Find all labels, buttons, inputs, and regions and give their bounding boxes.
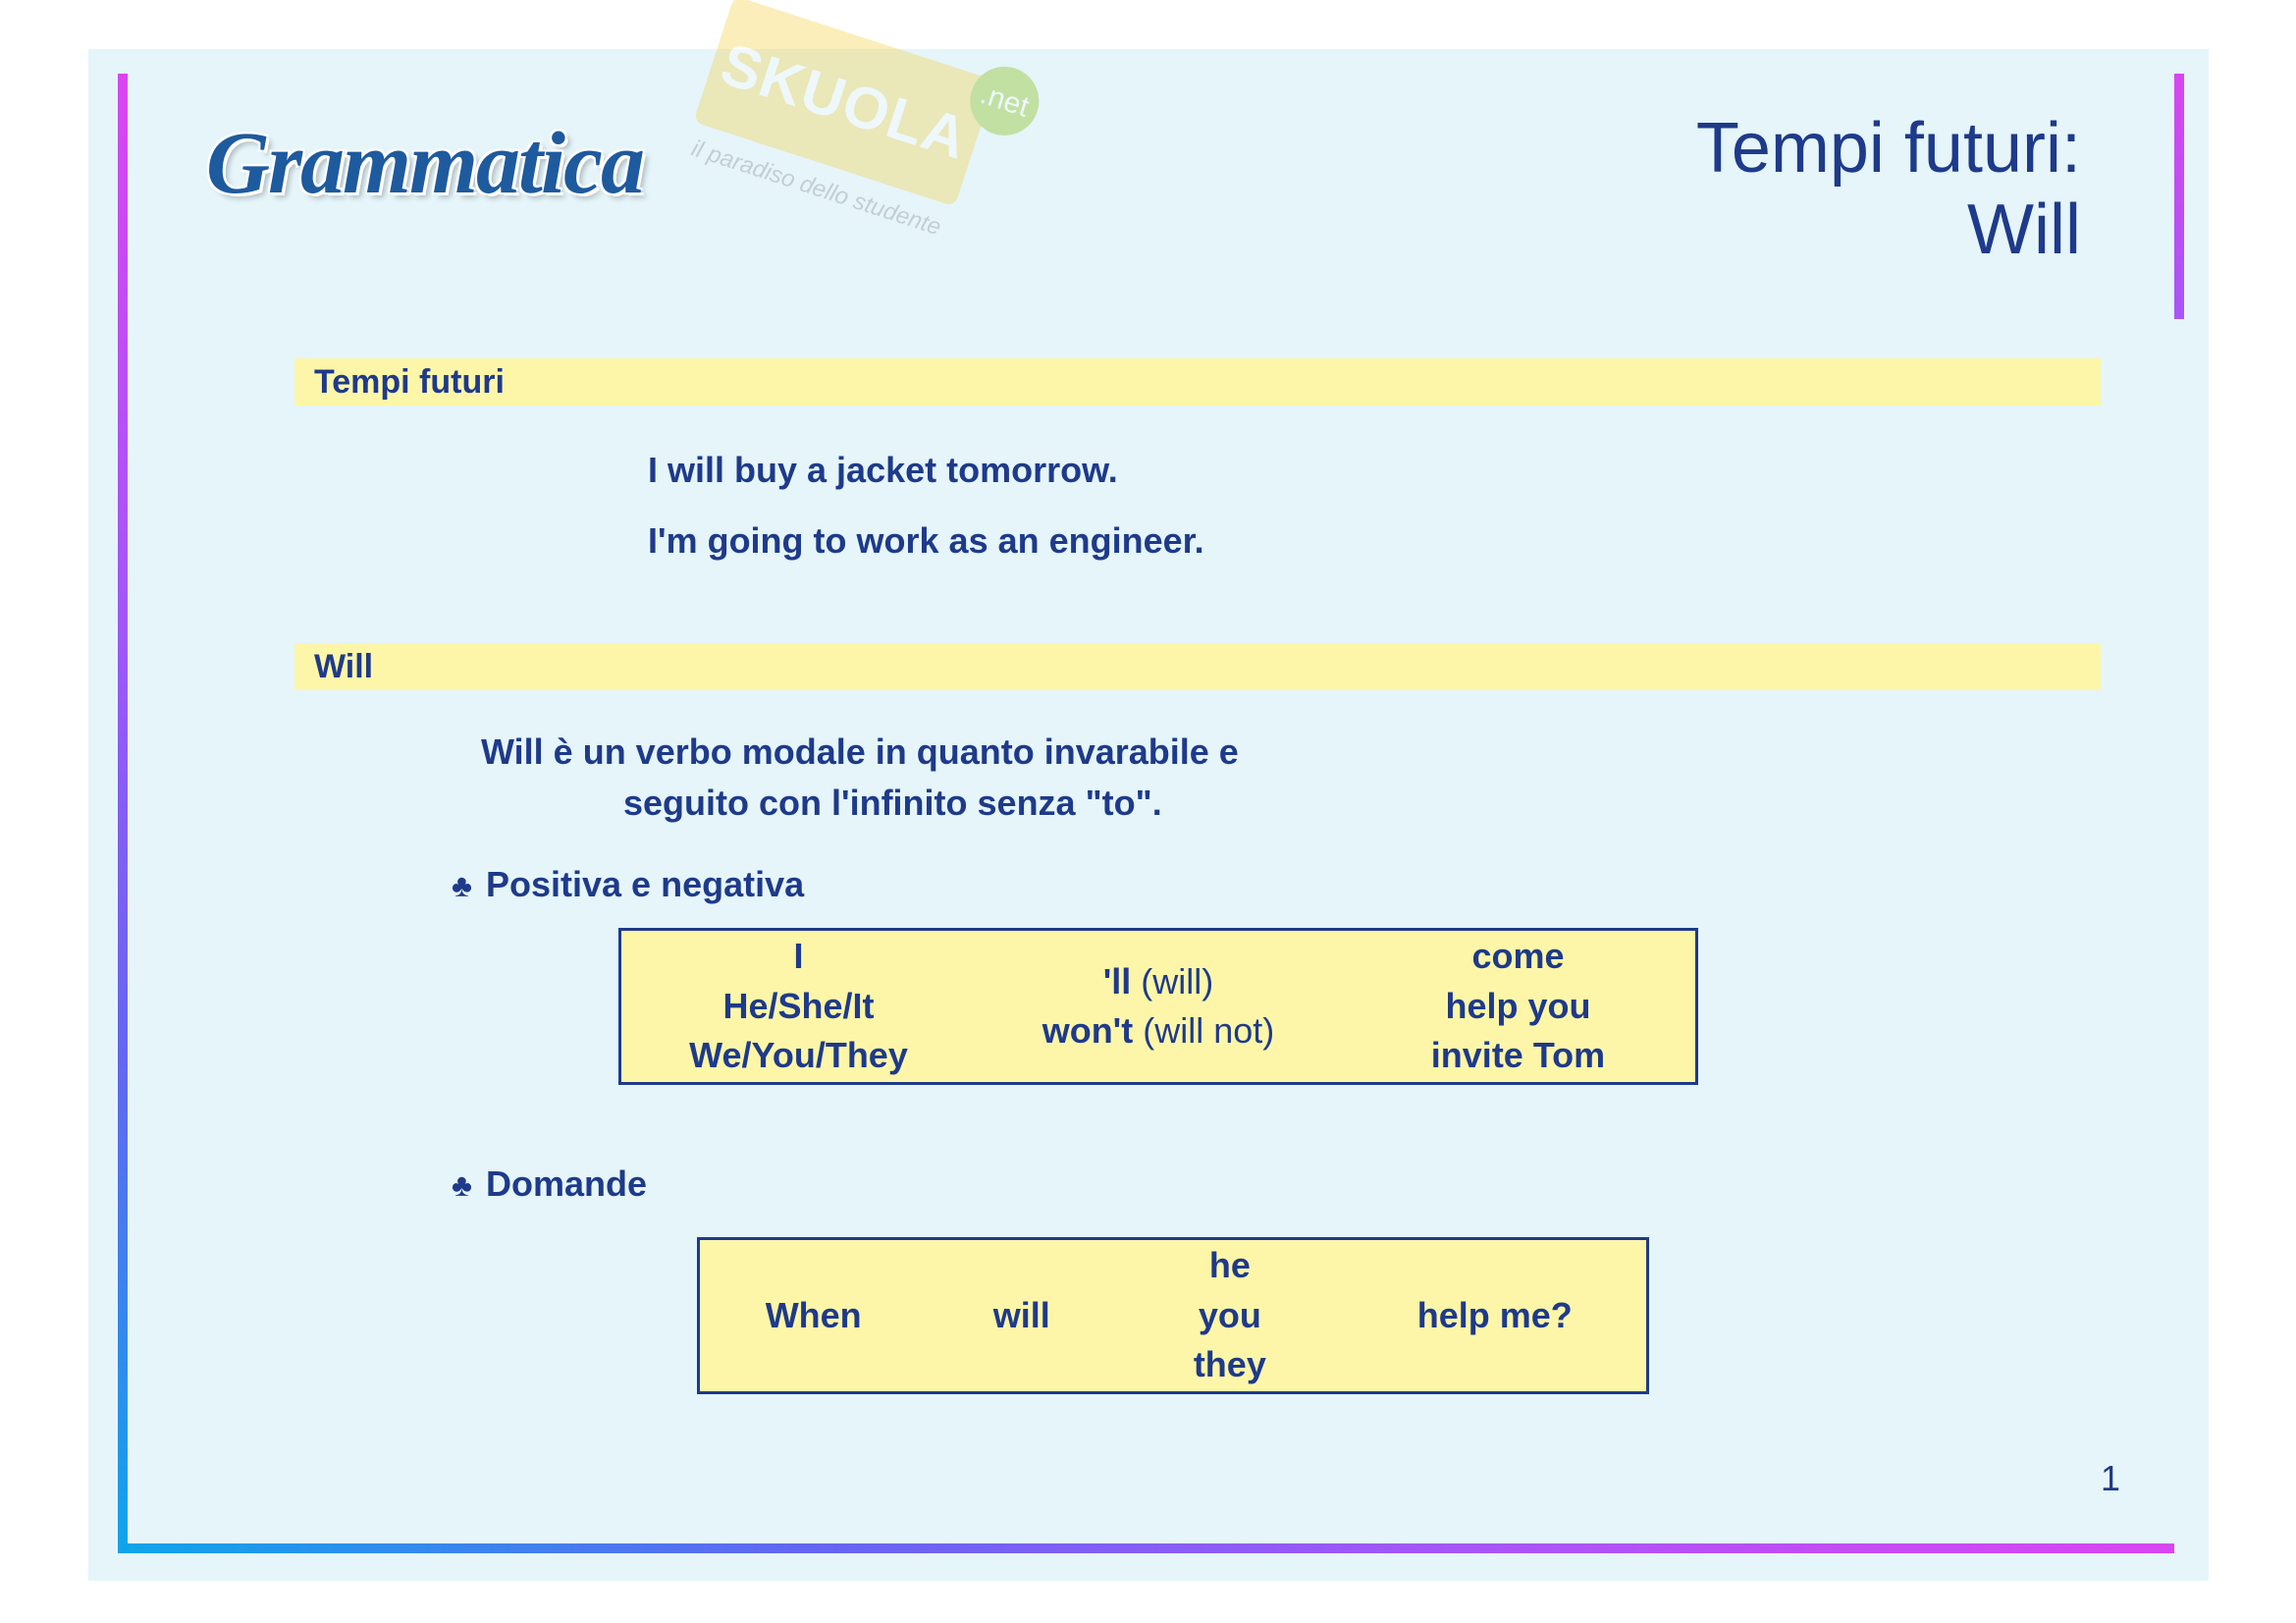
t1c1r1: I [621,932,976,981]
section-heading-1: Tempi futuri [294,358,2101,406]
title-line1: Tempi futuri: [1696,108,2081,189]
desc-line1: Will è un verbo modale in quanto invarab… [481,727,1855,778]
desc-line2: seguito con l'infinito senza "to". [481,778,1855,829]
example-1: I will buy a jacket tomorrow. [648,435,1204,506]
table1-col-aux: 'll (will) won't (will not) [976,957,1341,1056]
watermark-tagline: il paradiso dello studente [681,133,951,243]
bullet-icon: ♣ [452,1167,472,1203]
bullet-icon: ♣ [452,868,472,903]
t1c3r3: invite Tom [1341,1031,1695,1080]
t2c3r3: they [1116,1340,1343,1389]
sh1-text: Positiva e negativa [486,864,804,904]
subheading-questions: ♣ Domande [452,1163,647,1205]
watermark-brand: SKUOLA [693,0,995,207]
decorative-border-bottom [118,1543,2174,1553]
table2-subjects: he you they [1116,1241,1343,1389]
slide-content: SKUOLA .net il paradiso dello studente G… [157,74,2160,1537]
table2-will: will [927,1291,1116,1340]
desc-line2-to: to [1102,783,1136,823]
table2-verb: help me? [1344,1291,1646,1340]
t1c1r2: He/She/It [621,982,976,1031]
page-title: Tempi futuri: Will [1696,108,2081,271]
desc-will: Will [481,731,544,772]
t1c1r3: We/You/They [621,1031,976,1080]
table1-col-verbs: come help you invite Tom [1341,932,1695,1080]
logo: Grammatica [206,113,643,214]
sh2-text: Domande [486,1163,647,1204]
t2c3r2: you [1116,1291,1343,1340]
will-description: Will è un verbo modale in quanto invarab… [481,727,1855,829]
example-sentences: I will buy a jacket tomorrow. I'm going … [648,435,1204,576]
section-1: Tempi futuri [157,358,2160,406]
t1c2r2: 'll (will) [976,957,1341,1006]
example-2: I'm going to work as an engineer. [648,506,1204,576]
desc-line2-end: ". [1136,783,1162,823]
table1-col-subjects: I He/She/It We/You/They [621,932,976,1080]
t1c2r3: won't (will not) [976,1006,1341,1055]
example-2-bold: I'm going to work [648,520,939,561]
t1c3r2: help you [1341,982,1695,1031]
table-questions: When will he you they help me? [697,1237,1649,1394]
example-1-bold: I will buy [648,450,797,490]
decorative-border-right [2174,74,2184,319]
desc-line2-start: seguito con l'infinito senza " [623,783,1102,823]
decorative-border-left [118,74,128,1551]
t2c3r1: he [1116,1241,1343,1290]
t1c3r1: come [1341,932,1695,981]
subheading-positive-negative: ♣ Positiva e negativa [452,864,804,905]
desc-line1-rest: è un verbo modale in quanto invarabile e [544,731,1239,772]
example-1-rest: a jacket tomorrow. [797,450,1118,490]
page-number: 1 [2101,1458,2120,1499]
section-2: Will [157,643,2160,690]
table-positive-negative: I He/She/It We/You/They 'll (will) won't… [618,928,1698,1085]
table2-when: When [700,1291,927,1340]
section-heading-2: Will [294,643,2101,690]
example-2-rest: as an engineer. [939,520,1204,561]
title-line2: Will [1696,189,2081,271]
